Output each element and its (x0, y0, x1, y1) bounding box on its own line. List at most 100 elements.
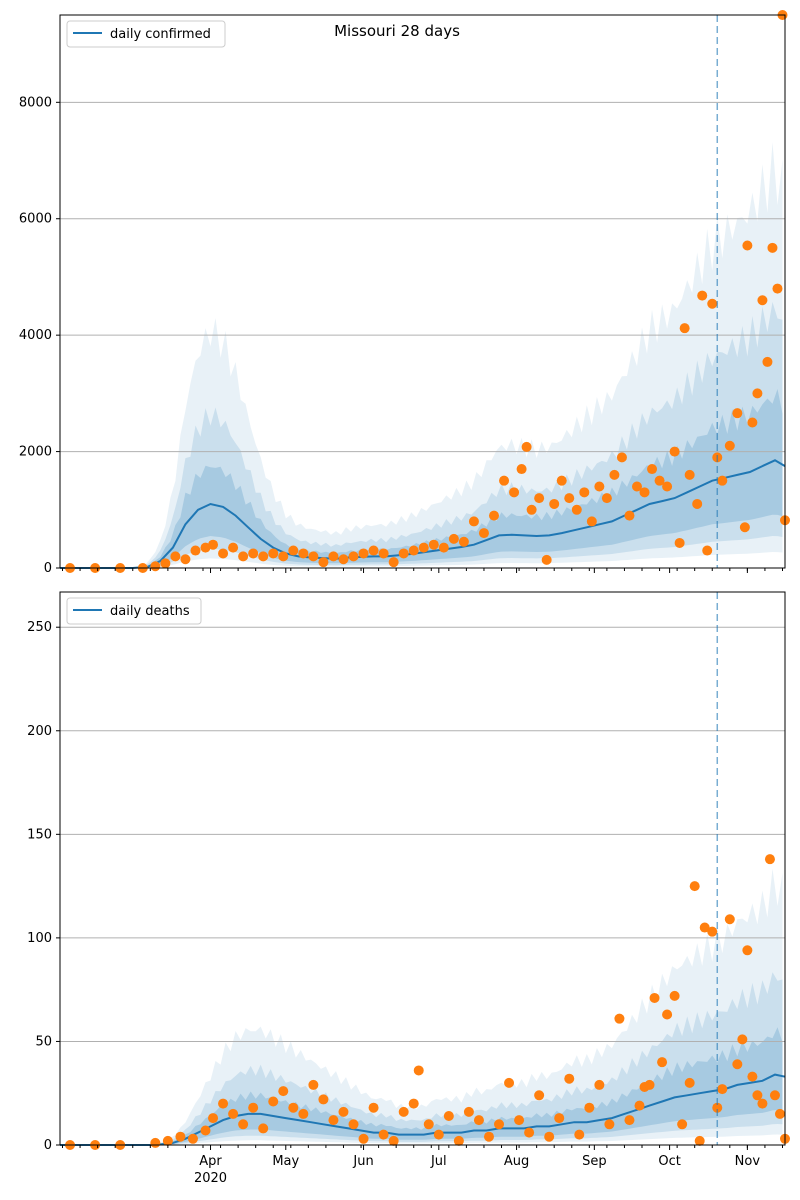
data-point (526, 504, 537, 515)
data-point (483, 1131, 494, 1142)
data-point (438, 542, 449, 553)
data-point (248, 548, 259, 559)
data-point (160, 558, 171, 569)
plot-frame (59, 14, 786, 569)
data-point (458, 536, 469, 547)
data-point (218, 1098, 229, 1109)
x-tick-label: Nov (735, 1154, 761, 1169)
data-point (649, 992, 660, 1003)
data-point (679, 323, 690, 334)
data-point (594, 481, 605, 492)
y-tick-label: 250 (27, 620, 52, 635)
data-point (150, 561, 161, 572)
data-point (662, 1009, 673, 1020)
data-point (674, 537, 685, 548)
data-point (338, 1106, 349, 1117)
x-tick-label: 2020 (194, 1171, 227, 1186)
data-point (739, 522, 750, 533)
data-point (516, 464, 527, 475)
data-point (752, 1090, 763, 1101)
data-point (468, 516, 479, 527)
data-point (443, 1111, 454, 1122)
plot-frame (59, 591, 786, 1146)
confirmed-panel: 0 2000 4000 6000 8000 Missouri 28 days daily… (19, 10, 790, 576)
data-point (732, 408, 743, 419)
data-point (707, 298, 718, 309)
data-point (238, 551, 249, 562)
deaths-y-ticks: 0 50 100 150 200 250 (27, 620, 60, 1153)
data-point (218, 548, 229, 559)
data-point (689, 881, 700, 892)
confirmed-legend: daily confirmed (66, 20, 226, 48)
data-point (639, 487, 650, 498)
data-point (358, 1133, 369, 1144)
data-point (724, 914, 735, 925)
data-point (524, 1127, 535, 1138)
data-point (423, 1119, 434, 1130)
y-tick-label: 0 (44, 561, 52, 576)
data-point (574, 1129, 585, 1140)
uncertainty-band (60, 142, 783, 568)
y-tick-label: 100 (27, 931, 52, 946)
data-point (408, 1098, 419, 1109)
chart-title: Missouri 28 days (334, 22, 460, 40)
data-point (692, 498, 703, 509)
data-point (644, 1079, 655, 1090)
confirmed-axes (59, 14, 786, 569)
data-point (624, 1115, 635, 1126)
data-point (388, 557, 399, 568)
data-point (180, 554, 191, 565)
x-tick-label: Sep (582, 1154, 607, 1169)
data-point (702, 545, 713, 556)
data-point (328, 1115, 339, 1126)
data-point (757, 295, 768, 306)
data-point (509, 487, 520, 498)
deaths-panel: 0 50 100 150 200 250 Apr 2020 May Jun Jul Aug Sep Oc… (27, 591, 790, 1186)
data-point (268, 548, 279, 559)
data-point (669, 446, 680, 457)
data-point (604, 1119, 615, 1130)
data-point (428, 539, 439, 550)
data-point (549, 498, 560, 509)
data-point (534, 1090, 545, 1101)
legend-label-deaths: daily deaths (110, 604, 190, 619)
legend-label-confirmed: daily confirmed (110, 27, 211, 42)
data-point (170, 551, 181, 562)
data-point (368, 545, 379, 556)
data-point (594, 1079, 605, 1090)
data-point (694, 1135, 705, 1146)
series-line (60, 1073, 786, 1146)
data-point (697, 290, 708, 301)
data-point (774, 1108, 785, 1119)
x-tick-label: Jun (352, 1154, 373, 1169)
data-point (358, 548, 369, 559)
data-point (767, 242, 778, 253)
data-point (388, 1135, 399, 1146)
x-tick-label: Jul (430, 1154, 447, 1169)
x-tick-label: Aug (504, 1154, 529, 1169)
data-point (554, 1113, 565, 1124)
data-point (717, 475, 728, 486)
data-point (200, 1125, 211, 1136)
data-point (669, 990, 680, 1001)
data-point (228, 1108, 239, 1119)
data-point (453, 1135, 464, 1146)
data-point (200, 542, 211, 553)
data-point (677, 1119, 688, 1130)
data-point (175, 1131, 186, 1142)
data-point (712, 1102, 723, 1113)
data-point (737, 1034, 748, 1045)
data-point (657, 1057, 668, 1068)
data-point (368, 1102, 379, 1113)
data-point (747, 1071, 758, 1082)
data-point (762, 356, 773, 367)
uncertainty-band (60, 302, 783, 568)
legend-box (66, 20, 226, 48)
data-point (398, 548, 409, 559)
data-point (258, 551, 269, 562)
data-point (717, 1084, 728, 1095)
deaths-legend: daily deaths (66, 597, 202, 625)
data-point (150, 1137, 161, 1148)
data-point (488, 510, 499, 521)
data-point (684, 1077, 695, 1088)
